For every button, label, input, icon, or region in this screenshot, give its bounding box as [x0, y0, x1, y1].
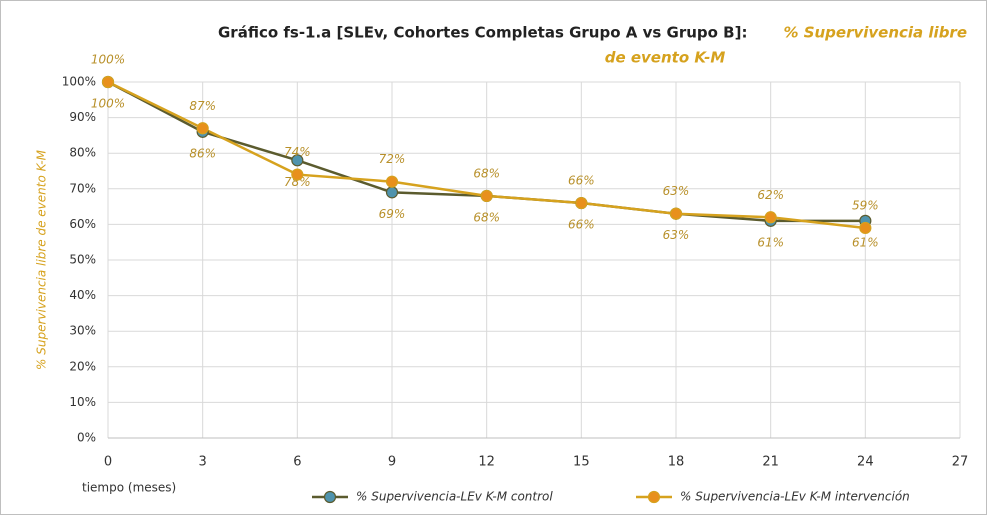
x-tick-label: 6	[293, 455, 301, 470]
marker	[385, 186, 399, 199]
marker	[101, 75, 115, 89]
x-tick-label: 15	[573, 455, 590, 470]
marker	[385, 175, 399, 188]
marker	[291, 168, 304, 181]
y-tick-label: 0%	[77, 431, 96, 445]
x-tick-label: 0	[104, 455, 112, 470]
value-label: 78%	[284, 175, 311, 189]
value-label: 63%	[663, 184, 690, 198]
marker	[480, 189, 493, 203]
y-axis-label: % Supervivencia libre de evento K-M	[35, 149, 49, 370]
marker	[291, 154, 304, 167]
value-label: 63%	[663, 228, 690, 242]
value-label: 62%	[757, 188, 784, 202]
y-tick-label: 30%	[69, 324, 96, 338]
marker	[669, 207, 683, 220]
y-tick-label: 70%	[69, 181, 96, 195]
x-axis-label: tiempo (meses)	[82, 481, 176, 495]
marker	[764, 211, 777, 224]
value-label: 86%	[189, 146, 216, 160]
y-tick-label: 50%	[69, 253, 96, 267]
legend-marker	[323, 490, 337, 504]
value-label: 61%	[852, 235, 879, 249]
y-tick-label: 80%	[69, 146, 96, 160]
value-label: 59%	[852, 198, 879, 212]
x-tick-label: 9	[388, 455, 396, 470]
value-label: 72%	[379, 152, 406, 166]
value-label: 100%	[91, 97, 125, 111]
legend-label: % Supervivencia-LEv K-M control	[356, 490, 553, 504]
x-tick-label: 18	[668, 455, 685, 470]
value-label: 74%	[284, 145, 311, 159]
value-label: 66%	[568, 218, 595, 232]
x-tick-label: 21	[762, 455, 779, 470]
x-tick-label: 12	[478, 455, 495, 470]
y-tick-label: 60%	[69, 217, 96, 231]
y-tick-label: 10%	[69, 395, 96, 409]
value-label: 87%	[189, 99, 216, 113]
marker	[575, 196, 588, 210]
chart-title-highlight: % Supervivencia libre	[783, 24, 967, 42]
value-label: 61%	[757, 235, 784, 249]
legend-label: % Supervivencia-LEv K-M intervención	[680, 490, 910, 504]
chart-title: Gráfico fs-1.a [SLEv, Cohortes Completas…	[218, 24, 747, 42]
y-tick-label: 100%	[62, 75, 96, 89]
value-label: 68%	[473, 210, 500, 224]
chart-title-highlight: de evento K-M	[605, 49, 726, 67]
value-label: 69%	[379, 207, 406, 221]
marker	[196, 122, 209, 135]
y-tick-label: 20%	[69, 359, 96, 373]
value-label: 100%	[91, 53, 125, 67]
value-label: 68%	[473, 166, 500, 180]
legend-marker	[647, 490, 661, 504]
x-tick-label: 3	[199, 455, 207, 470]
x-tick-label: 27	[952, 455, 969, 470]
marker	[859, 221, 872, 235]
y-tick-label: 90%	[69, 110, 96, 124]
y-tick-label: 40%	[69, 288, 96, 302]
value-label: 66%	[568, 174, 595, 188]
x-tick-label: 24	[857, 455, 874, 470]
